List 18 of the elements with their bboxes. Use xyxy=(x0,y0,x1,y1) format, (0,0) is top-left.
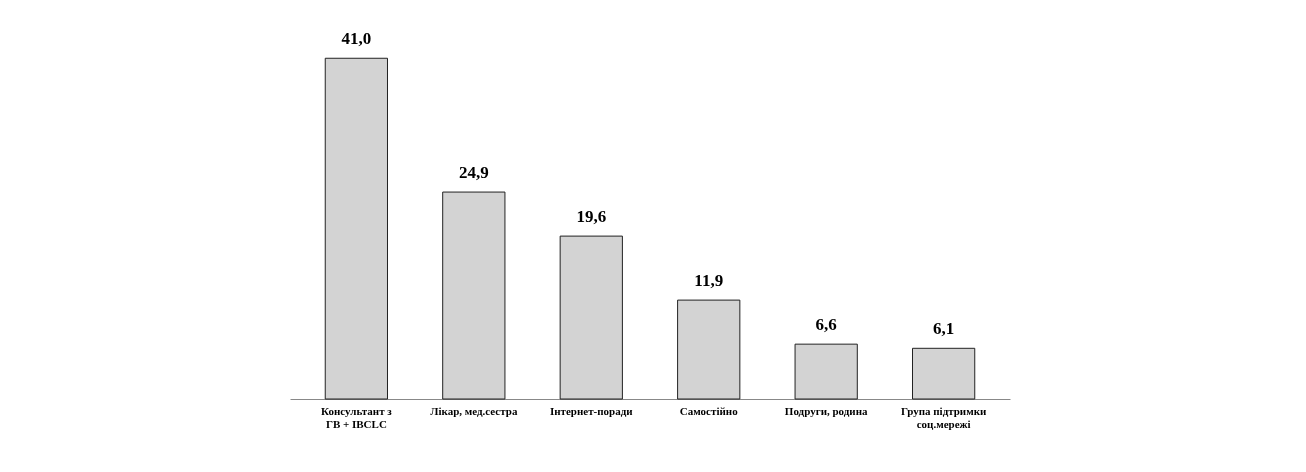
bar xyxy=(912,347,976,400)
x-tick-label: Подруги, родина xyxy=(784,404,868,417)
data-label: 11,9 xyxy=(694,271,724,291)
x-tick-label: Інтернет-поради xyxy=(549,404,634,417)
bar xyxy=(324,57,388,400)
x-tick-label: Група підтримки соц.мережі xyxy=(900,404,988,430)
bar xyxy=(677,299,741,400)
x-tick-label: Консультант з ГВ + IBCLC xyxy=(320,404,393,430)
bar xyxy=(794,343,858,400)
x-tick-label: Лікар, мед.сестра xyxy=(430,404,518,417)
data-label: 24,9 xyxy=(458,163,489,183)
x-tick-label: Самостійно xyxy=(679,404,739,417)
bar xyxy=(442,191,506,400)
data-label: 6,6 xyxy=(815,315,837,335)
data-label: 41,0 xyxy=(341,29,372,49)
data-label: 6,1 xyxy=(933,319,955,339)
data-label: 19,6 xyxy=(576,207,607,227)
bar xyxy=(559,235,623,400)
